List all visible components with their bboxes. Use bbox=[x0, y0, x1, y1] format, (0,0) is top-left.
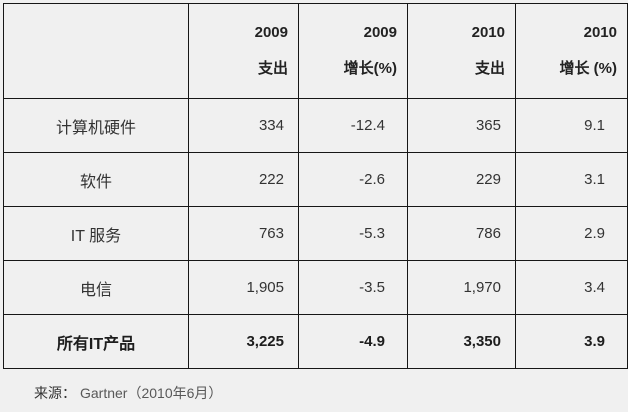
category-cell: 软件 bbox=[3, 152, 189, 207]
value-cell-2009-spend: 334 bbox=[188, 98, 299, 153]
category-cell: 电信 bbox=[3, 260, 189, 315]
value-cell-2010-spend: 786 bbox=[407, 206, 516, 261]
header-cell-2010-growth: 2010 增长 (%) bbox=[515, 3, 628, 99]
header-year: 2010 bbox=[471, 24, 505, 41]
table-row-telecom: 电信 1,905 -3.5 1,970 3.4 bbox=[3, 260, 628, 315]
header-label: 支出 bbox=[474, 60, 505, 77]
value-cell-2010-growth: 9.1 bbox=[515, 98, 628, 153]
category-cell: IT 服务 bbox=[3, 206, 189, 261]
value-cell-2009-growth: -4.9 bbox=[298, 314, 408, 369]
value-cell-2010-spend: 365 bbox=[407, 98, 516, 153]
it-spending-table: 2009 支出 2009 增长(%) 2010 支出 2010 增长 (%) bbox=[3, 3, 628, 369]
header-cell-category bbox=[3, 3, 189, 99]
category-cell: 计算机硬件 bbox=[3, 98, 189, 153]
header-label: 增长 (%) bbox=[559, 60, 618, 77]
category-cell: 所有IT产品 bbox=[3, 314, 189, 369]
source-note: 来源： Gartner（2010年6月） bbox=[34, 383, 628, 403]
source-value: Gartner（2010年6月） bbox=[80, 385, 223, 401]
value-cell-2010-growth: 2.9 bbox=[515, 206, 628, 261]
value-cell-2009-growth: -2.6 bbox=[298, 152, 408, 207]
table-row-it-services: IT 服务 763 -5.3 786 2.9 bbox=[3, 206, 628, 261]
header-cell-2009-spend: 2009 支出 bbox=[188, 3, 299, 99]
value-cell-2010-growth: 3.4 bbox=[515, 260, 628, 315]
table-row-all-it-products: 所有IT产品 3,225 -4.9 3,350 3.9 bbox=[3, 314, 628, 369]
header-year: 2010 bbox=[583, 24, 617, 41]
header-year: 2009 bbox=[363, 24, 397, 41]
value-cell-2009-growth: -5.3 bbox=[298, 206, 408, 261]
header-cell-2009-growth: 2009 增长(%) bbox=[298, 3, 408, 99]
value-cell-2009-spend: 763 bbox=[188, 206, 299, 261]
header-label: 增长(%) bbox=[343, 60, 397, 77]
value-cell-2010-spend: 3,350 bbox=[407, 314, 516, 369]
value-cell-2010-growth: 3.1 bbox=[515, 152, 628, 207]
value-cell-2010-spend: 229 bbox=[407, 152, 516, 207]
source-label: 来源： bbox=[34, 385, 76, 401]
value-cell-2009-growth: -3.5 bbox=[298, 260, 408, 315]
table-row-hardware: 计算机硬件 334 -12.4 365 9.1 bbox=[3, 98, 628, 153]
value-cell-2009-spend: 222 bbox=[188, 152, 299, 207]
header-label: 支出 bbox=[257, 60, 288, 77]
value-cell-2010-spend: 1,970 bbox=[407, 260, 516, 315]
value-cell-2009-spend: 3,225 bbox=[188, 314, 299, 369]
header-cell-2010-spend: 2010 支出 bbox=[407, 3, 516, 99]
value-cell-2010-growth: 3.9 bbox=[515, 314, 628, 369]
header-year: 2009 bbox=[254, 24, 288, 41]
value-cell-2009-spend: 1,905 bbox=[188, 260, 299, 315]
value-cell-2009-growth: -12.4 bbox=[298, 98, 408, 153]
header-row: 2009 支出 2009 增长(%) 2010 支出 2010 增长 (%) bbox=[3, 3, 628, 99]
table-row-software: 软件 222 -2.6 229 3.1 bbox=[3, 152, 628, 207]
